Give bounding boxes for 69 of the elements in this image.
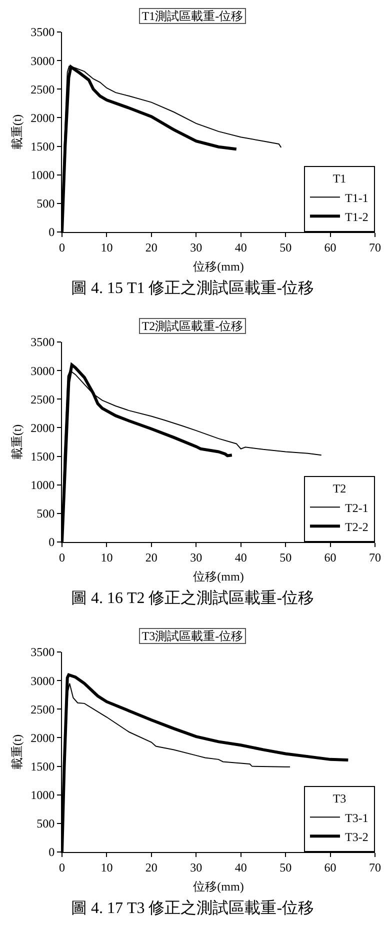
legend-label: T3-1: [345, 810, 368, 825]
y-tick-label: 0: [48, 845, 55, 860]
x-tick-label: 70: [369, 240, 381, 254]
x-tick-label: 70: [369, 860, 381, 874]
x-tick-label: 10: [100, 860, 113, 874]
x-tick-label: 20: [145, 860, 158, 874]
y-tick-label: 3000: [30, 364, 55, 378]
x-tick-label: 20: [145, 550, 158, 564]
x-axis-title: 位移(mm): [193, 569, 244, 584]
x-tick-label: 40: [234, 550, 247, 564]
y-tick-label: 1000: [30, 788, 55, 802]
y-tick-label: 2500: [30, 82, 55, 96]
y-tick-label: 3500: [30, 25, 55, 40]
x-tick-label: 10: [100, 550, 113, 564]
y-tick-label: 500: [36, 506, 55, 521]
y-tick-label: 500: [36, 196, 55, 211]
x-tick-label: 60: [324, 860, 336, 874]
x-tick-label: 10: [100, 240, 113, 254]
x-tick-label: 50: [280, 240, 292, 254]
x-tick-label: 50: [280, 860, 292, 874]
y-axis-title: 載重(t): [10, 114, 24, 150]
y-tick-label: 1000: [30, 168, 55, 182]
y-tick-label: 2000: [30, 110, 55, 125]
x-axis-title: 位移(mm): [193, 259, 244, 274]
x-tick-label: 40: [234, 860, 247, 874]
y-tick-label: 2500: [30, 702, 55, 716]
legend-label: T2-2: [345, 520, 368, 534]
x-tick-label: 30: [190, 860, 202, 874]
x-tick-label: 0: [59, 860, 65, 874]
x-tick-label: 0: [59, 240, 65, 254]
x-tick-label: 20: [145, 240, 158, 254]
x-tick-label: 50: [280, 550, 292, 564]
y-axis-title: 載重(t): [10, 424, 24, 460]
y-tick-label: 0: [48, 535, 55, 550]
legend-title: T1: [332, 172, 346, 186]
x-tick-label: 30: [190, 240, 202, 254]
y-tick-label: 500: [36, 816, 55, 831]
legend-label: T1-2: [345, 210, 368, 224]
chart-title: T1測試區載重-位移: [138, 8, 246, 24]
legend-title: T2: [332, 482, 346, 496]
x-tick-label: 70: [369, 550, 381, 564]
x-tick-label: 30: [190, 550, 202, 564]
x-tick-label: 40: [234, 240, 247, 254]
y-tick-label: 2000: [30, 420, 55, 435]
y-tick-label: 1500: [30, 759, 55, 774]
x-tick-label: 0: [59, 550, 65, 564]
legend-label: T2-1: [345, 500, 368, 515]
y-tick-label: 3000: [30, 674, 55, 688]
y-tick-label: 1500: [30, 139, 55, 154]
y-tick-label: 0: [48, 225, 55, 240]
x-tick-label: 60: [324, 550, 336, 564]
caption: 圖 4. 17 T3 修正之測試區載重-位移: [70, 898, 316, 919]
legend-label: T1-1: [345, 190, 368, 205]
y-tick-label: 2500: [30, 392, 55, 406]
caption: 圖 4. 16 T2 修正之測試區載重-位移: [70, 588, 316, 609]
y-tick-label: 3500: [30, 335, 55, 350]
y-axis-title: 載重(t): [10, 734, 24, 770]
legend-label: T3-2: [345, 830, 368, 844]
y-tick-label: 1000: [30, 478, 55, 492]
x-tick-label: 60: [324, 240, 336, 254]
caption: 圖 4. 15 T1 修正之測試區載重-位移: [70, 278, 316, 299]
legend-title: T3: [332, 792, 346, 806]
y-tick-label: 3000: [30, 54, 55, 68]
y-tick-label: 3500: [30, 645, 55, 660]
y-tick-label: 1500: [30, 449, 55, 464]
x-axis-title: 位移(mm): [193, 879, 244, 894]
chart-title: T2測試區載重-位移: [138, 318, 246, 334]
y-tick-label: 2000: [30, 730, 55, 745]
chart-title: T3測試區載重-位移: [138, 628, 246, 644]
